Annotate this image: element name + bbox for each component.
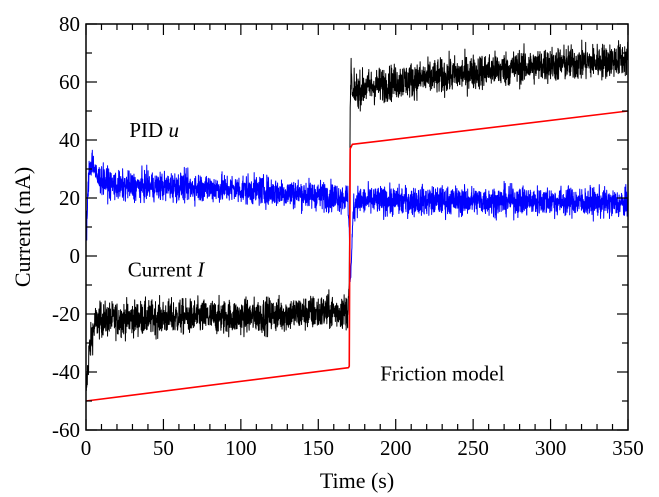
annotation-pid-u-text: PID (129, 118, 168, 142)
series-line-friction-model (86, 111, 628, 401)
y-tick-label: 60 (59, 70, 80, 94)
x-tick-label: 300 (535, 436, 567, 460)
y-tick-label: 40 (59, 128, 80, 152)
y-tick-label: 80 (59, 12, 80, 36)
x-tick-label: 150 (303, 436, 335, 460)
x-axis-title: Time (s) (320, 468, 394, 493)
y-tick-label: 20 (59, 186, 80, 210)
annotation-friction-model: Friction model (380, 362, 504, 386)
annotation-pid-u-italic: u (168, 118, 179, 142)
y-axis-title: Current (mA) (10, 167, 35, 287)
annotation-current-i-italic: I (196, 257, 205, 281)
x-tick-label: 50 (153, 436, 174, 460)
annotation-current-i-text: Current (128, 257, 197, 281)
x-tick-label: 100 (225, 436, 257, 460)
x-tick-label: 250 (457, 436, 489, 460)
annotation-current-i: Current I (128, 257, 205, 281)
y-tick-label: -20 (52, 302, 80, 326)
x-tick-label: 350 (612, 436, 644, 460)
x-tick-label: 200 (380, 436, 412, 460)
series-layer (86, 40, 628, 401)
y-tick-label: -60 (52, 418, 80, 442)
y-tick-label: 0 (70, 244, 81, 268)
x-tick-label: 0 (81, 436, 92, 460)
annotation-pid-u: PID u (129, 118, 179, 142)
y-tick-label: -40 (52, 360, 80, 384)
